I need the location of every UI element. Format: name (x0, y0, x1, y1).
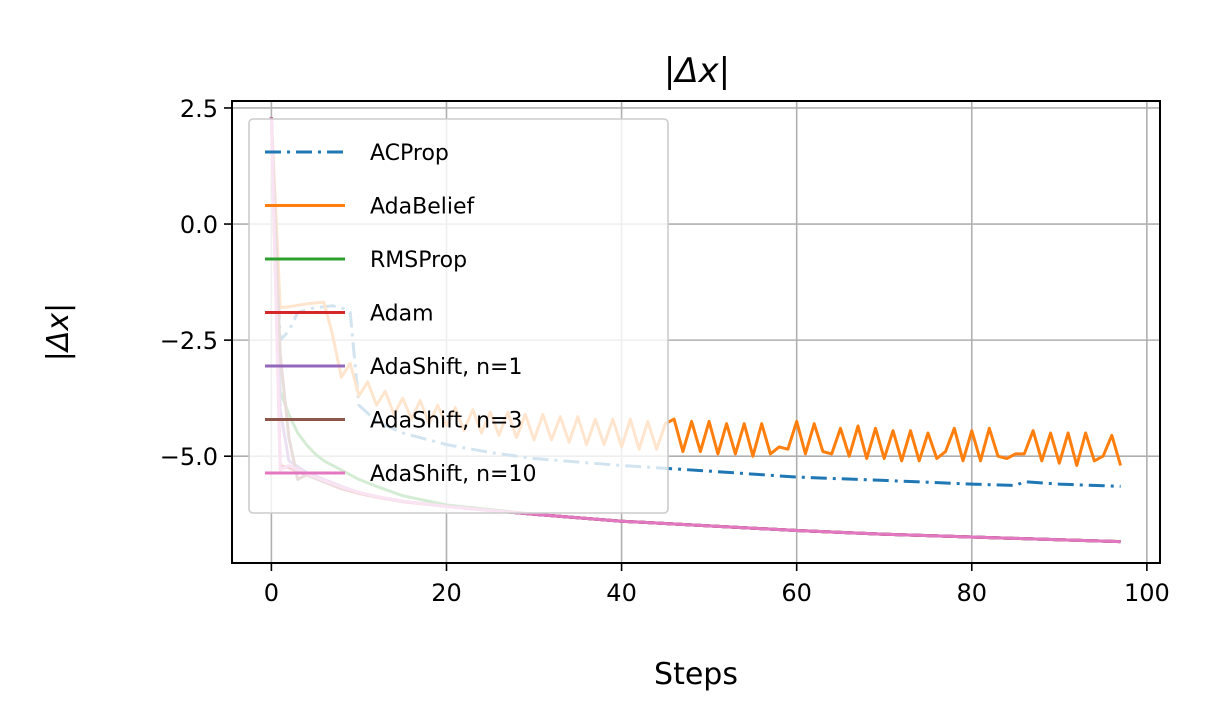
y-tick-label: −2.5 (160, 327, 218, 355)
y-tick-label: −5.0 (160, 443, 218, 471)
chart-title: |Δx| (664, 51, 730, 91)
legend-label: Adam (370, 302, 434, 327)
x-tick-label: 0 (264, 579, 279, 607)
x-tick-label: 20 (431, 579, 462, 607)
plot-frame (231, 100, 1161, 564)
y-tick-label: 2.5 (180, 95, 218, 123)
x-tick-label: 100 (1124, 579, 1170, 607)
x-tick-label: 40 (606, 579, 637, 607)
legend-box (248, 118, 669, 514)
x-tick-label: 60 (781, 579, 812, 607)
y-axis-label: |Δx| (41, 303, 76, 362)
x-tick-label: 80 (957, 579, 988, 607)
axis-ticks: 0 20 40 60 80 100 2.5 0.0 −2.5 −5.0 (160, 95, 1170, 607)
legend-label: AdaShift, n=3 (370, 409, 522, 434)
legend-label: AdaBelief (370, 195, 475, 220)
legend-label: AdaShift, n=1 (370, 355, 522, 380)
legend: ACProp AdaBelief RMSProp Adam AdaShift, n=1 A… (248, 118, 669, 514)
legend-label: AdaShift, n=10 (370, 462, 536, 487)
legend-label: RMSProp (370, 248, 467, 273)
legend-label: ACProp (370, 141, 449, 166)
x-axis-label: Steps (654, 657, 738, 692)
y-tick-label: 0.0 (180, 211, 218, 239)
